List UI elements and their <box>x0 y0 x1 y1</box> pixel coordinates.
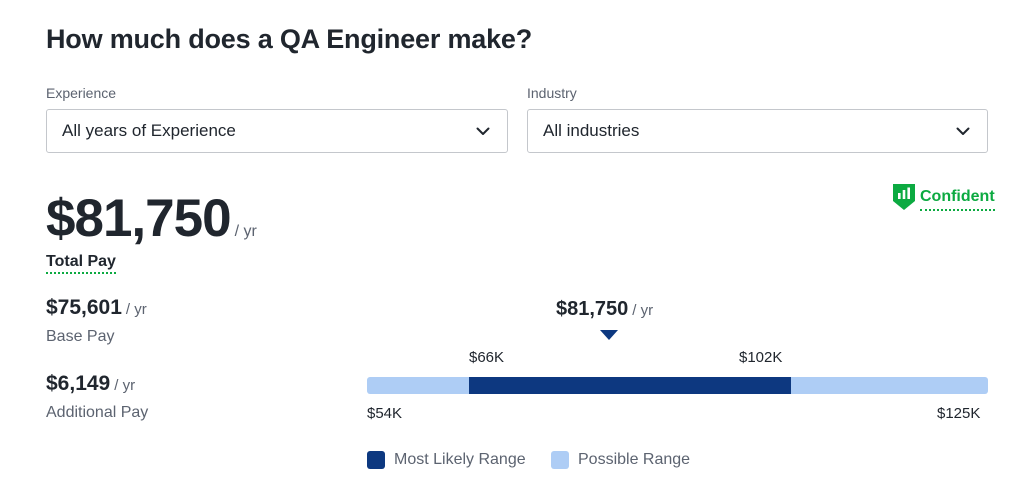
possible-high-label: $125K <box>937 405 981 422</box>
experience-select-value: All years of Experience <box>62 121 236 140</box>
base-pay-unit: / yr <box>125 301 147 318</box>
bar-chart-shield-icon <box>893 183 915 210</box>
median-marker-icon <box>600 330 618 340</box>
most-likely-swatch <box>367 451 385 469</box>
additional-pay-amount: $6,149 <box>46 372 111 395</box>
possible-swatch <box>551 451 569 469</box>
possible-low-label: $54K <box>367 405 403 422</box>
total-pay: $81,750 / yr <box>46 188 257 249</box>
experience-label: Experience <box>46 85 117 101</box>
legend-most-likely: Most Likely Range <box>367 451 526 469</box>
legend-most-likely-label: Most Likely Range <box>394 451 526 468</box>
most-likely-low-label: $66K <box>469 349 505 366</box>
experience-select[interactable]: All years of Experience <box>46 109 508 153</box>
additional-pay: $6,149 / yr <box>46 372 135 396</box>
total-pay-label[interactable]: Total Pay <box>46 253 116 274</box>
legend-possible-label: Possible Range <box>578 451 691 468</box>
industry-label: Industry <box>527 85 577 101</box>
median-pay: $81,750 / yr <box>556 298 653 321</box>
confidence-label: Confident <box>920 188 995 211</box>
page-title: How much does a QA Engineer make? <box>46 24 533 54</box>
industry-select-value: All industries <box>543 121 640 140</box>
base-pay-label: Base Pay <box>46 328 115 345</box>
legend-possible: Possible Range <box>551 451 690 469</box>
most-likely-range-bar <box>469 377 791 394</box>
base-pay: $75,601 / yr <box>46 296 147 320</box>
median-pay-unit: / yr <box>632 302 654 319</box>
total-pay-unit: / yr <box>234 223 257 240</box>
industry-select[interactable]: All industries <box>527 109 988 153</box>
chevron-down-icon <box>956 127 970 135</box>
total-pay-amount: $81,750 <box>46 189 232 248</box>
median-pay-amount: $81,750 <box>556 298 629 320</box>
additional-pay-unit: / yr <box>114 377 136 394</box>
most-likely-high-label: $102K <box>739 349 783 366</box>
chevron-down-icon <box>476 127 490 135</box>
base-pay-amount: $75,601 <box>46 296 122 319</box>
additional-pay-label: Additional Pay <box>46 404 149 421</box>
confidence-badge[interactable]: Confident <box>892 182 995 211</box>
